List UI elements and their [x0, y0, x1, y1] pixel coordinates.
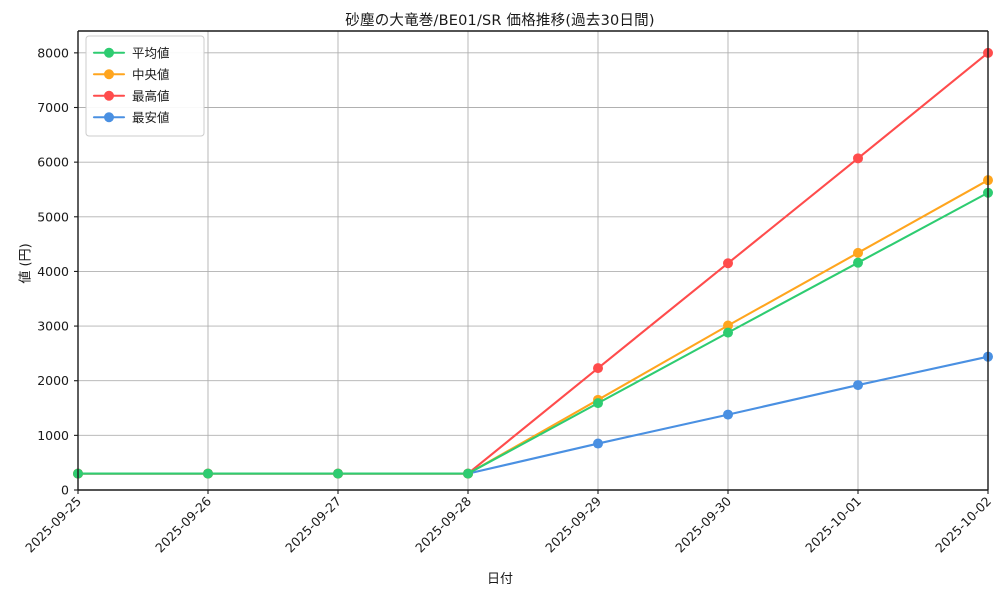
x-tick-label: 2025-09-30: [672, 493, 734, 555]
legend-item[interactable]: 最安値: [92, 110, 170, 125]
y-tick-label: 1000: [37, 428, 69, 443]
series-line: [76, 179, 990, 475]
data-point-marker: [723, 320, 733, 331]
data-point-marker: [333, 468, 343, 479]
y-tick-label: 8000: [37, 45, 69, 60]
legend-item-label: 最安値: [132, 110, 170, 125]
legend-item[interactable]: 中央値: [92, 67, 170, 82]
legend-item-label: 最高値: [132, 88, 170, 103]
y-tick-label: 6000: [37, 155, 69, 170]
y-tick-label: 5000: [37, 209, 69, 224]
data-point-marker: [203, 468, 213, 479]
data-point-marker: [853, 153, 863, 164]
legend-item-label: 平均値: [132, 45, 170, 60]
y-tick-label: 3000: [37, 319, 69, 334]
x-axis-tick-labels: 2025-09-25 2025-09-26 2025-09-27 2025-09-28…: [22, 493, 994, 555]
x-tick-label: 2025-10-02: [932, 494, 994, 556]
x-tick-label: 2025-09-27: [282, 494, 344, 556]
legend-marker-icon: [104, 69, 114, 80]
data-point-marker: [593, 363, 603, 374]
data-point-marker: [723, 409, 733, 420]
y-axis-tick-labels: 0 1000 2000 3000 4000 5000 6000 7000 8000: [37, 45, 69, 497]
series-line: [76, 355, 990, 475]
y-axis-label: 値 (円): [18, 243, 34, 284]
legend-marker-icon: [104, 47, 114, 58]
legend-marker-icon: [104, 112, 114, 123]
data-point-marker: [723, 258, 733, 269]
data-point-marker: [853, 257, 863, 268]
data-point-marker: [723, 327, 733, 338]
x-tick-label: 2025-10-01: [802, 494, 864, 556]
y-tick-label: 4000: [37, 264, 69, 279]
x-tick-label: 2025-09-29: [542, 493, 604, 555]
data-point-marker: [853, 247, 863, 258]
data-point-marker: [593, 438, 603, 449]
legend-marker-icon: [104, 90, 114, 101]
data-series: [73, 187, 993, 479]
series-line: [76, 51, 990, 475]
data-point-marker: [853, 380, 863, 391]
y-tick-label: 0: [61, 483, 69, 498]
y-tick-label: 2000: [37, 373, 69, 388]
axes: [74, 30, 989, 494]
series-line: [76, 191, 990, 475]
x-axis-label: 日付: [486, 572, 513, 587]
x-tick-label: 2025-09-26: [152, 493, 214, 555]
data-series: [73, 351, 993, 479]
page-title: 砂塵の大竜巻/BE01/SR 価格推移(過去30日間): [345, 13, 655, 29]
y-tick-label: 7000: [37, 100, 69, 115]
data-point-marker: [593, 398, 603, 409]
x-tick-label: 2025-09-28: [412, 493, 474, 555]
legend-item[interactable]: 最高値: [92, 88, 170, 103]
x-tick-label: 2025-09-25: [22, 494, 84, 556]
data-point-marker: [463, 468, 473, 479]
legend-box: [85, 35, 205, 137]
data-series: [73, 175, 993, 479]
legend-item[interactable]: 平均値: [92, 45, 170, 60]
legend-item-label: 中央値: [132, 67, 170, 82]
series-lines: [73, 47, 993, 479]
